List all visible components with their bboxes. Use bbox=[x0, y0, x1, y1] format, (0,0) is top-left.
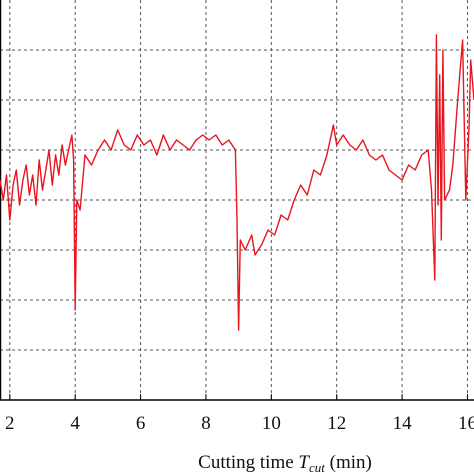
data-line bbox=[0, 34, 474, 331]
x-axis-label: Cutting time Tcut (min) bbox=[198, 452, 372, 474]
x-tick-label: 2 bbox=[5, 413, 15, 434]
x-tick-label: 8 bbox=[201, 413, 211, 434]
x-tick-label: 14 bbox=[393, 413, 413, 434]
x-tick-label: 4 bbox=[70, 413, 80, 434]
x-tick-label: 16 bbox=[458, 413, 474, 434]
x-tick-label: 10 bbox=[262, 413, 281, 434]
x-tick-label: 6 bbox=[136, 413, 146, 434]
x-tick-label: 12 bbox=[327, 413, 346, 434]
